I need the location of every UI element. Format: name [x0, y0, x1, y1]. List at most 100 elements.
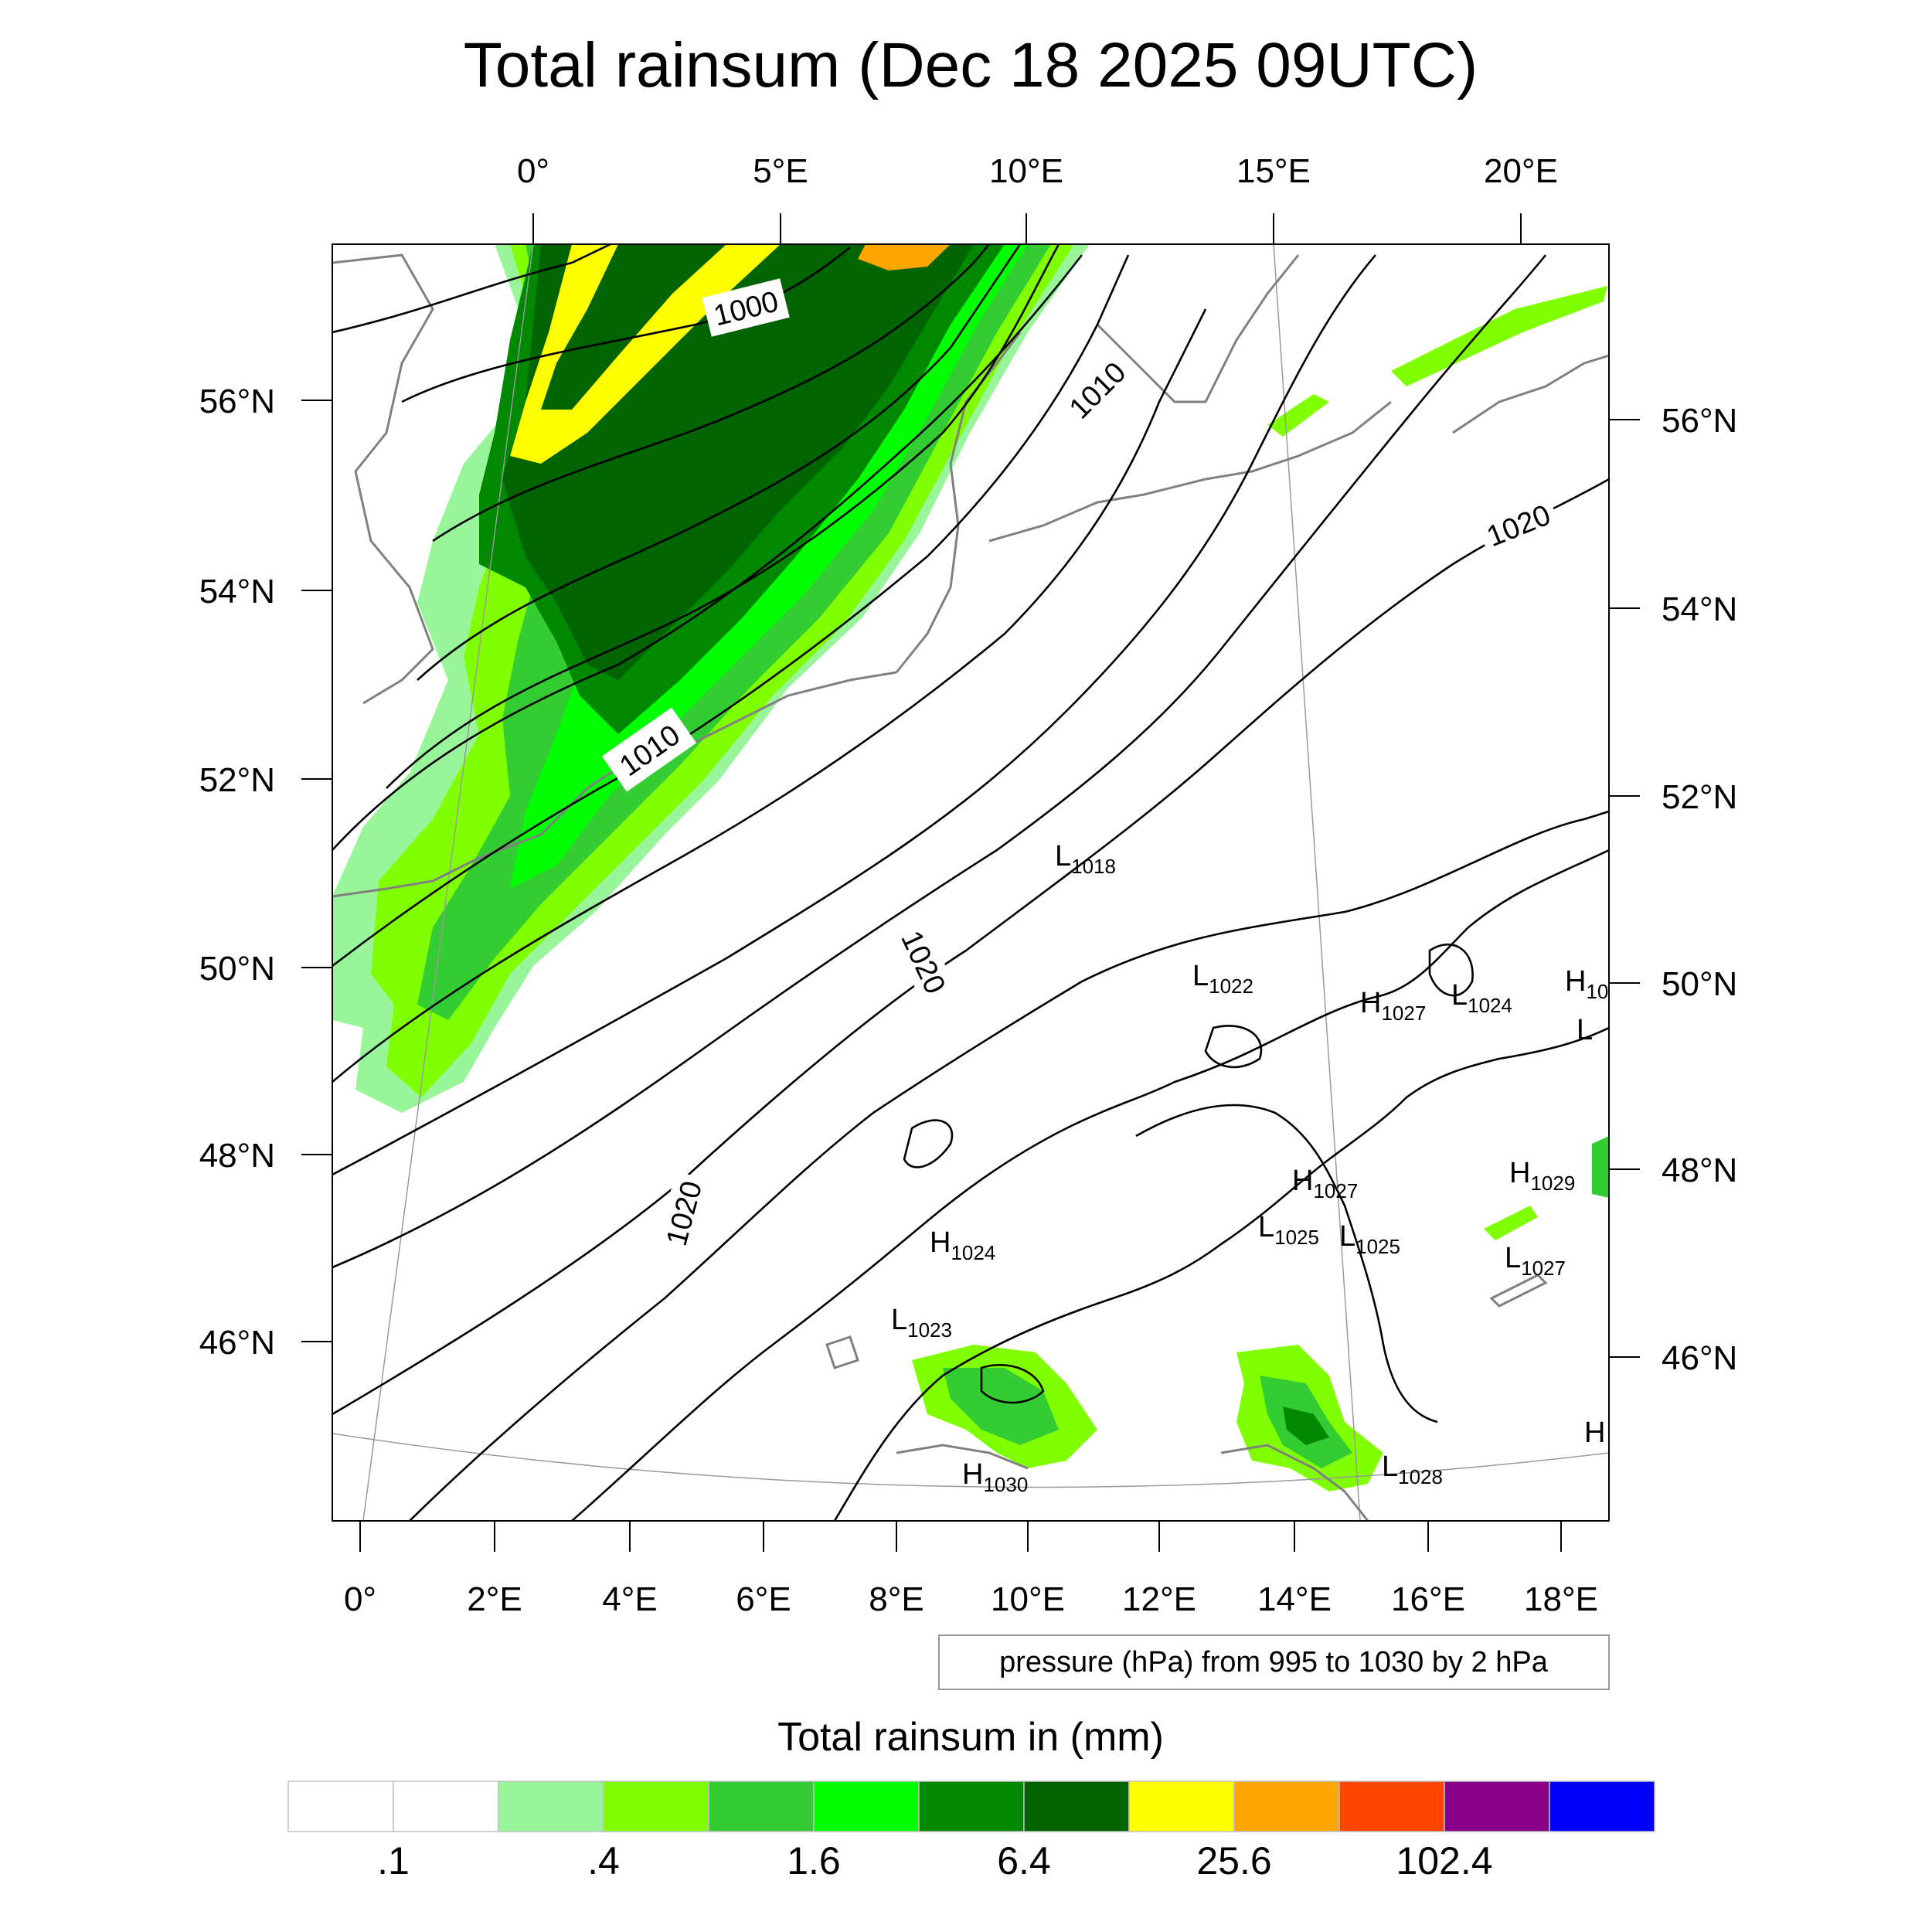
isobar-14: [833, 1026, 1609, 1521]
lat-label-right: 48°N: [1662, 1151, 1737, 1189]
legend-color-box: [1444, 1781, 1550, 1832]
pressure-center-high: H1027: [1360, 987, 1426, 1025]
coast-baltic-east: [1452, 354, 1609, 434]
pressure-centers: L1018 L1022 H1027 L1024 H10 L H1027 H102…: [891, 840, 1608, 1496]
lat-label-left: 52°N: [199, 761, 275, 799]
coast-ligurian: [896, 1444, 1029, 1470]
pressure-center-high: H1030: [962, 1458, 1028, 1496]
legend-color-box: [393, 1781, 499, 1832]
lon-label-bottom: 6°E: [736, 1580, 791, 1618]
map-area: 1000 1010 1010 1020 1020 1020: [332, 244, 1609, 1521]
pressure-center-low: L1027: [1505, 1242, 1566, 1280]
lon-label-bottom: 14°E: [1257, 1580, 1332, 1618]
lon-label-bottom: 4°E: [602, 1580, 657, 1618]
legend-color-box: [1549, 1781, 1655, 1832]
lat-label-right: 54°N: [1662, 590, 1737, 628]
isobar-12: [409, 810, 1609, 1521]
coast-sweden: [1096, 254, 1300, 403]
legend-color-box: [1023, 1781, 1130, 1832]
legend-color-box: [287, 1781, 394, 1832]
legend-color-box: [813, 1781, 920, 1832]
lat-label-left: 46°N: [199, 1324, 275, 1362]
parallel-45n: [332, 1433, 1609, 1488]
map-title: Total rainsum (Dec 18 2025 09UTC): [464, 30, 1478, 100]
pressure-center-low: L1025: [1339, 1220, 1400, 1258]
isobar-label-1020-south: 1020: [655, 1171, 713, 1256]
isobar-3: [432, 244, 990, 543]
contour-info-text: pressure (hPa) from 995 to 1030 by 2 hPa: [999, 1646, 1549, 1679]
pressure-center-low: L1018: [1055, 840, 1116, 878]
coast-britain: [332, 253, 434, 705]
isobar-label-1000: 1000: [702, 278, 790, 337]
lon-label-bottom: 8°E: [869, 1580, 923, 1618]
lon-label-top: 15°E: [1236, 152, 1311, 190]
legend-label: .4: [587, 1839, 620, 1883]
pressure-center-high: H1024: [930, 1226, 995, 1264]
lon-label-bottom: 0°: [344, 1580, 376, 1618]
rain-patch-east-alps-dark: [1283, 1406, 1329, 1445]
pressure-center-low: L1028: [1382, 1451, 1443, 1488]
map-frame: [332, 243, 1610, 1522]
legend-color-box: [1128, 1781, 1235, 1832]
pressure-center-low: L1024: [1451, 979, 1512, 1017]
coast-lake-balaton: [1489, 1274, 1548, 1308]
left-lat-labels: 56°N 54°N 52°N 50°N 48°N 46°N: [199, 383, 275, 1362]
legend-color-box: [603, 1781, 709, 1832]
legend-label: 6.4: [997, 1839, 1051, 1883]
lon-label-top: 10°E: [989, 152, 1063, 190]
isobars: [332, 244, 1609, 1521]
isobar-6: [332, 254, 1083, 851]
isobar-closed-4: [980, 1363, 1045, 1404]
isobar-2: [401, 246, 851, 403]
coast-jutland: [895, 332, 1022, 673]
lon-label-bottom: 16°E: [1391, 1580, 1465, 1618]
isobar-8: [332, 308, 1207, 1083]
pressure-center-low: L1023: [891, 1304, 952, 1342]
isobar-11: [332, 478, 1609, 1416]
isobar-label-1020-ne: 1020: [1475, 494, 1562, 557]
rain-patch-hungary: [1484, 1206, 1538, 1240]
legend-label: 1.6: [787, 1839, 841, 1883]
rain-layer-dark-green: [502, 244, 974, 680]
lon-label-top: 0°: [517, 152, 549, 190]
rain-patch-west-alps-core: [943, 1368, 1059, 1445]
isobar-closed-2: [1204, 1025, 1263, 1069]
isobar-label-1020-center: 1020: [890, 920, 957, 1004]
pressure-center-low: L1022: [1192, 960, 1253, 998]
pressure-center-high: H: [1584, 1417, 1605, 1449]
lon-label-bottom: 12°E: [1122, 1580, 1196, 1618]
legend-color-box: [708, 1781, 815, 1832]
rain-field: [332, 244, 1609, 1492]
isobar-10: [332, 254, 1547, 1269]
rain-patch-ne-streak: [1391, 286, 1607, 386]
lat-label-left: 48°N: [199, 1137, 275, 1175]
axis-ticks: [301, 213, 1640, 1552]
lat-label-left: 50°N: [199, 950, 275, 988]
legend-color-box: [1233, 1781, 1340, 1832]
isobar-4: [417, 244, 1022, 681]
lon-label-top: 20°E: [1484, 152, 1558, 190]
legend-color-box: [1338, 1781, 1445, 1832]
lon-label-bottom: 18°E: [1524, 1580, 1598, 1618]
lat-label-right: 56°N: [1662, 402, 1737, 440]
rain-layer-orange: [858, 244, 951, 270]
lat-label-right: 46°N: [1662, 1339, 1737, 1377]
color-legend: [287, 1781, 1655, 1832]
pressure-center-low: L: [1577, 1014, 1593, 1046]
legend-color-box: [918, 1781, 1025, 1832]
legend-label: 25.6: [1196, 1839, 1271, 1883]
lon-label-bottom: 2°E: [467, 1580, 522, 1618]
isobar-1: [332, 244, 611, 334]
contour-info-box: pressure (hPa) from 995 to 1030 by 2 hPa: [938, 1634, 1610, 1690]
isobar-9: [332, 254, 1376, 1176]
legend-label: .1: [377, 1839, 410, 1883]
coast-channel: [332, 671, 897, 898]
isobar-15: [1135, 1104, 1438, 1423]
pressure-center-high: H1027: [1292, 1165, 1358, 1202]
rain-patch-east-edge: [1592, 1136, 1609, 1198]
pressure-center-high: H1029: [1509, 1157, 1575, 1195]
bottom-lon-labels: 0° 2°E 4°E 6°E 8°E 10°E 12°E 14°E 16°E 1…: [344, 1580, 1598, 1618]
coastlines: [332, 253, 1609, 1521]
lon-label-bottom: 10°E: [991, 1580, 1065, 1618]
